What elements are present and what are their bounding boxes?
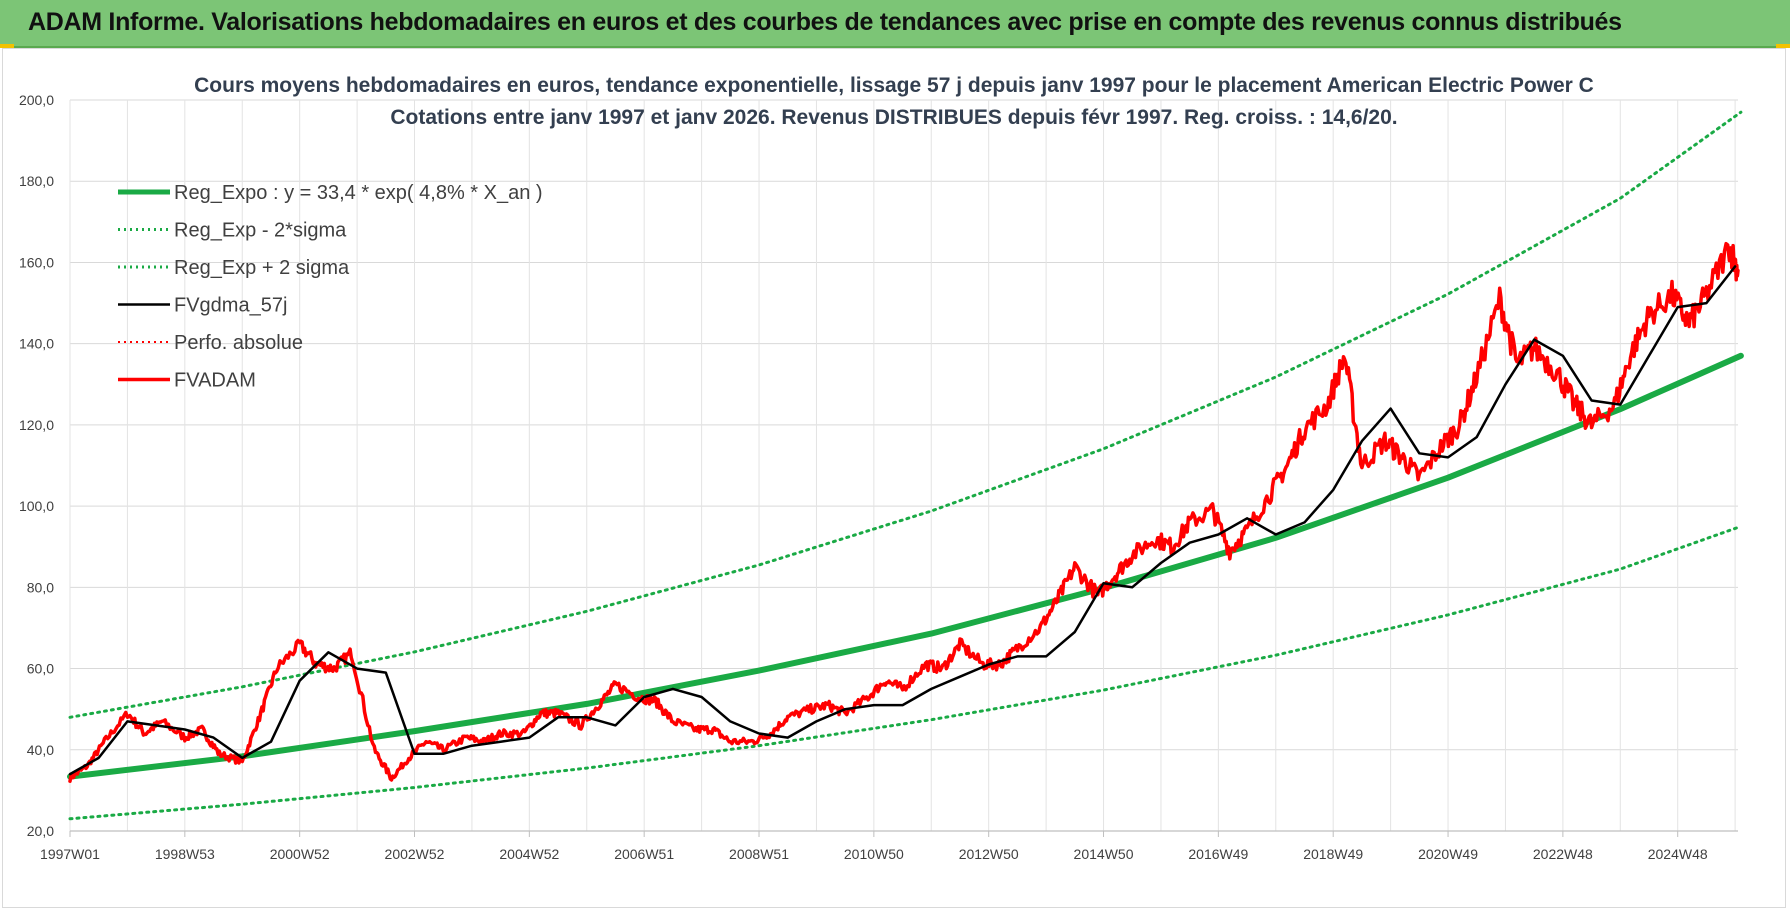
banner-title: ADAM Informe. Valorisations hebdomadaire… (28, 8, 1622, 36)
y-tick-label: 20,0 (27, 823, 54, 839)
y-tick-label: 180,0 (19, 173, 54, 189)
legend-label-5: FVADAM (174, 370, 256, 392)
x-tick-label: 2018W49 (1303, 846, 1363, 862)
y-tick-label: 100,0 (19, 498, 54, 514)
x-tick-label: 2000W52 (270, 846, 330, 862)
series-line-2 (68, 110, 1743, 719)
legend-label-4: Perfo. absolue (174, 332, 303, 354)
corner-marker-left (0, 44, 14, 48)
chart-series (67, 110, 1744, 821)
series-line-5 (68, 241, 1740, 783)
x-tick-label: 2020W49 (1418, 846, 1478, 862)
chart-frame (2, 48, 1786, 908)
x-tick-label: 2008W51 (729, 846, 789, 862)
x-tick-label: 2010W50 (844, 846, 904, 862)
legend-label-1: Reg_Exp - 2*sigma (174, 220, 347, 242)
x-tick-label: 2024W48 (1648, 846, 1708, 862)
corner-marker-right (1776, 44, 1790, 48)
x-tick-label: 2016W49 (1188, 846, 1248, 862)
x-tick-label: 2002W52 (385, 846, 445, 862)
y-tick-label: 40,0 (27, 742, 54, 758)
series-line-0 (67, 352, 1744, 780)
chart-legend: Reg_Expo : y = 33,4 * exp( 4,8% * X_an )… (118, 182, 543, 392)
x-tick-label: 1998W53 (155, 846, 215, 862)
x-tick-label: 2012W50 (959, 846, 1019, 862)
y-tick-label: 80,0 (27, 579, 54, 595)
legend-label-3: FVgdma_57j (174, 295, 287, 317)
x-tick-label: 1997W01 (40, 846, 100, 862)
legend-label-2: Reg_Exp + 2 sigma (174, 257, 350, 279)
x-tick-label: 2014W50 (1074, 846, 1134, 862)
y-tick-label: 120,0 (19, 417, 54, 433)
report-banner: ADAM Informe. Valorisations hebdomadaire… (0, 0, 1790, 48)
chart-title-line-1: Cours moyens hebdomadaires en euros, ten… (194, 74, 1594, 97)
chart-grid (69, 99, 1738, 832)
x-tick-label: 2022W48 (1533, 846, 1593, 862)
x-tick-label: 2006W51 (614, 846, 674, 862)
y-tick-label: 160,0 (19, 254, 54, 270)
series-line-3 (68, 265, 1737, 776)
chart-title-line-2: Cotations entre janv 1997 et janv 2026. … (390, 106, 1397, 129)
y-tick-label: 200,0 (19, 92, 54, 108)
x-tick-label: 2004W52 (499, 846, 559, 862)
y-tick-label: 140,0 (19, 336, 54, 352)
chart-axes: 20,0 40,0 60,0 80,0 100,0 120,0 140,0 160,0 180,… (19, 92, 1738, 862)
series-line-1 (68, 524, 1743, 821)
legend-label-0: Reg_Expo : y = 33,4 * exp( 4,8% * X_an ) (174, 182, 543, 204)
y-tick-label: 60,0 (27, 661, 54, 677)
